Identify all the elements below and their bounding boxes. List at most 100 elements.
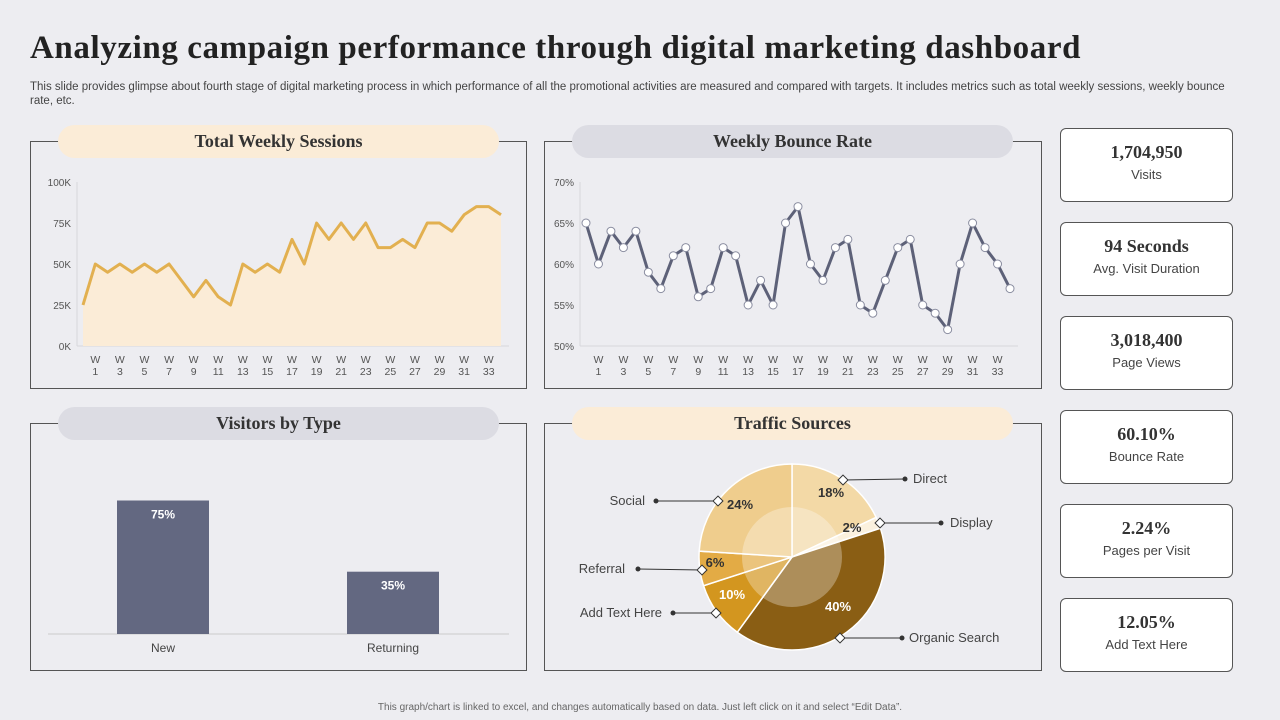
data-point xyxy=(993,259,1003,269)
bar-label: 35% xyxy=(381,579,405,593)
kpi-card-visits: 1,704,950 Visits xyxy=(1060,128,1233,202)
slice-label: 10% xyxy=(719,587,745,602)
y-tick-label: 50K xyxy=(53,260,71,271)
callout-marker xyxy=(874,517,886,529)
x-tick-label: W 29 xyxy=(942,354,954,378)
kpi-value: 60.10% xyxy=(1117,424,1176,444)
callout-line xyxy=(842,478,906,481)
bar xyxy=(117,500,209,634)
data-point xyxy=(656,284,666,294)
data-point xyxy=(743,300,753,310)
footer-note: This graph/chart is linked to excel, and… xyxy=(377,702,903,713)
data-point xyxy=(781,218,791,228)
data-point xyxy=(706,284,716,294)
kpi-card-add-text: 12.05% Add Text Here xyxy=(1060,598,1233,672)
visitors-title: Visitors by Type xyxy=(58,407,499,440)
callout-dot xyxy=(938,520,944,526)
callout-marker xyxy=(712,495,724,507)
data-point xyxy=(880,275,890,285)
kpi-value: 12.05% xyxy=(1117,612,1176,632)
slice-label: 18% xyxy=(818,485,844,500)
x-tick-label: W 19 xyxy=(817,354,829,378)
data-point xyxy=(631,226,641,236)
x-tick-label: W 21 xyxy=(335,354,347,378)
series-line xyxy=(81,205,502,307)
bounce-title: Weekly Bounce Rate xyxy=(572,125,1013,158)
data-point xyxy=(593,259,603,269)
sessions-title: Total Weekly Sessions xyxy=(58,125,499,158)
callout-dot xyxy=(653,498,659,504)
kpi-value: 1,704,950 xyxy=(1110,142,1183,162)
kpi-value: 2.24% xyxy=(1121,518,1172,538)
category-label: New xyxy=(151,641,175,655)
bar-label: 75% xyxy=(151,508,175,522)
x-tick-label: W 23 xyxy=(867,354,879,378)
data-point xyxy=(756,275,766,285)
x-tick-label: W 11 xyxy=(718,354,729,378)
page-description: This slide provides glimpse about fourth… xyxy=(30,81,1225,107)
callout-dot xyxy=(670,610,676,616)
data-point xyxy=(618,243,628,253)
data-point xyxy=(643,267,653,277)
kpi-card-bounce-rate: 60.10% Bounce Rate xyxy=(1060,410,1233,484)
kpi-card-duration: 94 Seconds Avg. Visit Duration xyxy=(1060,222,1233,296)
traffic-title: Traffic Sources xyxy=(572,407,1013,440)
callout-marker xyxy=(696,564,708,576)
y-tick-label: 75K xyxy=(53,219,71,230)
legend-label: Display xyxy=(950,515,993,530)
callout-line xyxy=(637,568,703,571)
legend-label: Social xyxy=(610,493,646,508)
data-point xyxy=(930,308,940,318)
data-point xyxy=(768,300,778,310)
visitors-chart[interactable]: 75% New 35% Returning xyxy=(31,440,526,670)
kpi-label: Page Views xyxy=(1112,355,1181,370)
x-tick-label: W 17 xyxy=(792,354,804,378)
sessions-chart[interactable]: 0K 25K 50K 75K 100K W 1 W 3 W 5 W 7 W 9 W 11 W 13 W 15 W 17 W 19… xyxy=(31,170,526,385)
pie-inner-highlight xyxy=(742,507,842,607)
slice-label: 6% xyxy=(706,555,725,570)
y-tick-label: 70% xyxy=(554,178,574,189)
callout-dot xyxy=(635,566,641,572)
x-tick-label: W 27 xyxy=(409,354,421,378)
bounce-chart[interactable]: 50% 55% 60% 65% 70% W 1 W 3 W 5 W 7 W 9 W 11 W 13 W 15 W 17 W 19… xyxy=(545,170,1025,385)
x-tick-label: W 19 xyxy=(311,354,323,378)
x-tick-label: W 15 xyxy=(262,354,274,378)
traffic-chart[interactable]: Direct 18% Display 2% Organic Search 40% Add T… xyxy=(545,440,1041,670)
page-title: Analyzing campaign performance through d… xyxy=(30,30,1082,66)
data-point xyxy=(943,325,953,335)
data-point xyxy=(968,218,978,228)
x-tick-label: W 17 xyxy=(286,354,298,378)
x-tick-label: W 33 xyxy=(483,354,495,378)
kpi-label: Avg. Visit Duration xyxy=(1093,261,1200,276)
data-point xyxy=(843,234,853,244)
data-point xyxy=(830,243,840,253)
x-tick-label: W 13 xyxy=(237,354,249,378)
data-point xyxy=(905,234,915,244)
x-tick-label: W 13 xyxy=(742,354,754,378)
data-point xyxy=(980,243,990,253)
x-tick-label: W 25 xyxy=(385,354,397,378)
legend-label: Direct xyxy=(913,471,947,486)
legend-label: Organic Search xyxy=(909,630,999,645)
callout-dot xyxy=(899,635,905,641)
kpi-label: Add Text Here xyxy=(1105,637,1188,652)
x-tick-label: W 11 xyxy=(213,354,224,378)
data-point xyxy=(581,218,591,228)
x-tick-label: W 15 xyxy=(767,354,779,378)
x-tick-label: W 25 xyxy=(892,354,904,378)
kpi-value: 94 Seconds xyxy=(1104,236,1189,256)
x-tick-label: W 31 xyxy=(458,354,470,378)
pie-slice xyxy=(736,527,886,651)
data-point xyxy=(693,292,703,302)
x-tick-label: W 21 xyxy=(842,354,854,378)
y-tick-label: 50% xyxy=(554,342,574,353)
